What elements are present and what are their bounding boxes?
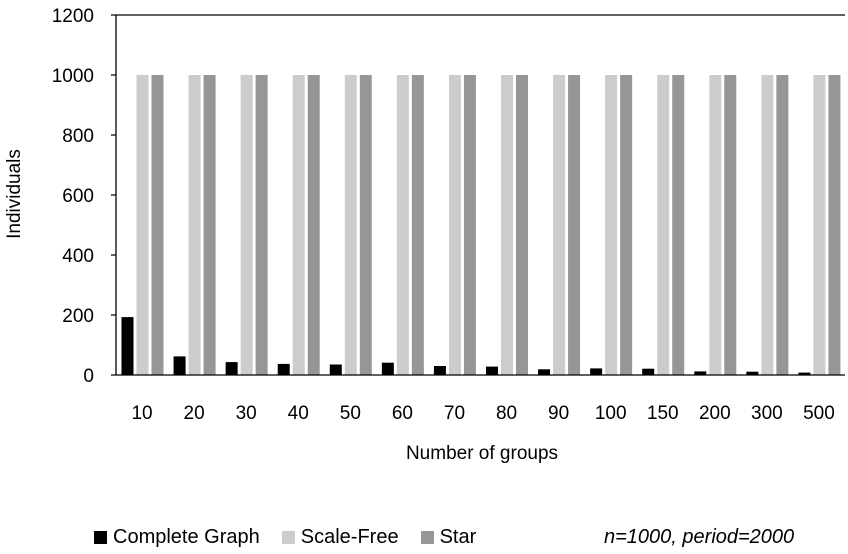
- bar-star-50: [359, 75, 372, 375]
- legend-item-complete-graph: Complete Graph: [94, 526, 260, 549]
- legend-label-scale-free: Scale-Free: [300, 525, 399, 548]
- bar-complete-graph-500: [798, 372, 811, 375]
- bar-star-30: [255, 75, 268, 375]
- bar-scale-free-20: [188, 75, 201, 375]
- bar-scale-free-100: [605, 75, 618, 375]
- bar-star-60: [411, 75, 424, 375]
- bar-scale-free-500: [813, 75, 826, 375]
- x-tick-label-300: 300: [751, 403, 783, 424]
- x-axis-title: Number of groups: [406, 443, 558, 464]
- bar-complete-graph-300: [746, 371, 759, 375]
- legend-swatch-scale-free: [281, 530, 295, 544]
- bar-complete-graph-200: [694, 371, 707, 375]
- x-tick-label-50: 50: [340, 403, 361, 424]
- bar-scale-free-300: [761, 75, 774, 375]
- bar-scale-free-80: [501, 75, 513, 375]
- bar-star-20: [203, 75, 216, 375]
- y-axis-title: Individuals: [4, 149, 25, 239]
- y-tick-label-200: 200: [62, 306, 94, 327]
- x-tick-label-10: 10: [131, 403, 152, 424]
- y-tick-label-600: 600: [62, 186, 94, 207]
- bar-scale-free-30: [240, 75, 253, 375]
- legend-item-scale-free: Scale-Free: [281, 525, 399, 549]
- legend-label-star: Star: [439, 525, 477, 548]
- chart-annotation: n=1000, period=2000: [604, 526, 795, 548]
- bar-complete-graph-30: [225, 362, 238, 375]
- bar-scale-free-150: [657, 75, 670, 375]
- bars: [121, 75, 841, 375]
- bar-scale-free-70: [448, 75, 461, 375]
- legend-item-star: Star: [420, 525, 477, 549]
- bar-scale-free-10: [136, 75, 149, 375]
- x-tick-label-150: 150: [647, 403, 679, 424]
- bar-complete-graph-80: [486, 366, 498, 375]
- bar-complete-graph-10: [121, 317, 134, 375]
- bar-scale-free-90: [553, 75, 566, 375]
- bar-star-70: [463, 75, 476, 375]
- x-tick-label-60: 60: [392, 403, 413, 424]
- x-tick-label-200: 200: [699, 403, 731, 424]
- x-tick-label-40: 40: [288, 403, 309, 424]
- y-tick-label-0: 0: [83, 366, 94, 387]
- bar-complete-graph-150: [642, 368, 655, 375]
- x-tick-label-70: 70: [444, 403, 465, 424]
- legend-label-complete-graph: Complete Graph: [113, 525, 260, 548]
- legend-swatch-star: [420, 530, 434, 544]
- bar-star-90: [568, 75, 581, 375]
- bar-complete-graph-100: [590, 368, 603, 375]
- x-axis-ticks: 10 20 30 40 50 60 70 80 90 100 150 200 300 500: [131, 403, 834, 424]
- bar-star-80: [516, 75, 528, 375]
- bar-star-10: [151, 75, 164, 375]
- y-tick-label-400: 400: [62, 246, 94, 267]
- bar-star-300: [776, 75, 789, 375]
- bar-chart: 0 200 400 600 800 1000 1200 10 20 30 40 50 60 70 80 90…: [4, 6, 845, 464]
- x-tick-label-20: 20: [184, 403, 205, 424]
- x-tick-label-500: 500: [803, 403, 835, 424]
- bar-scale-free-50: [344, 75, 357, 375]
- legend-swatch-complete-graph: [94, 530, 107, 544]
- bar-star-200: [724, 75, 737, 375]
- bar-complete-graph-70: [433, 366, 446, 375]
- y-tick-label-1200: 1200: [52, 6, 94, 27]
- y-axis-ticks: 0 200 400 600 800 1000 1200: [52, 6, 116, 387]
- x-tick-label-80: 80: [496, 403, 517, 424]
- bar-scale-free-200: [709, 75, 722, 375]
- bar-star-40: [307, 75, 320, 375]
- bar-complete-graph-50: [329, 364, 342, 375]
- x-tick-label-30: 30: [236, 403, 257, 424]
- x-tick-label-90: 90: [548, 403, 569, 424]
- bar-scale-free-60: [396, 75, 409, 375]
- x-tick-label-100: 100: [595, 403, 627, 424]
- y-tick-label-1000: 1000: [52, 66, 94, 87]
- bar-scale-free-40: [292, 75, 305, 375]
- bar-complete-graph-40: [277, 363, 290, 375]
- legend: Complete Graph Scale-Free Star: [94, 524, 498, 550]
- bar-complete-graph-20: [173, 356, 186, 375]
- bar-star-150: [672, 75, 685, 375]
- bar-star-500: [828, 75, 841, 375]
- bar-complete-graph-90: [538, 369, 551, 375]
- y-tick-label-800: 800: [62, 126, 94, 147]
- bar-star-100: [620, 75, 633, 375]
- bar-complete-graph-60: [381, 362, 394, 375]
